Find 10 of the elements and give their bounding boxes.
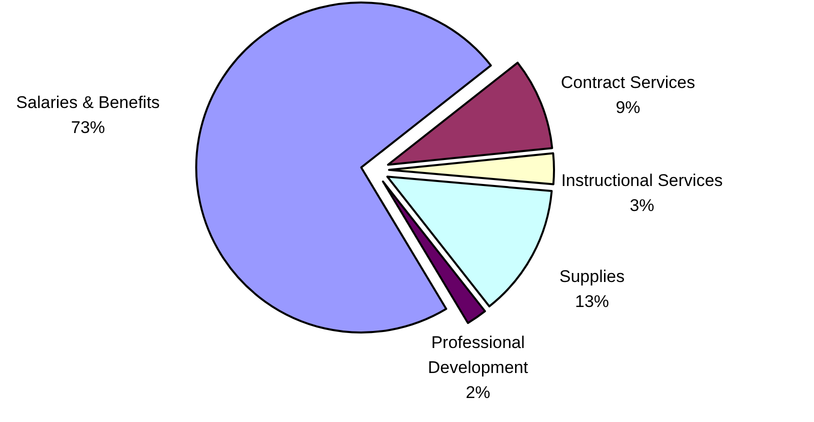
data-label: 2% <box>466 383 490 402</box>
slice-label: Instructional Services <box>561 171 723 190</box>
slice-label: Professional Development <box>428 333 528 377</box>
data-label: 3% <box>630 196 654 215</box>
data-label: 13% <box>574 292 610 311</box>
data-label: 9% <box>616 98 640 117</box>
data-label: 73% <box>70 118 106 137</box>
slice-label: Supplies <box>559 267 625 286</box>
slice-label: Contract Services <box>560 73 696 92</box>
slice-label: Salaries & Benefits <box>16 93 160 112</box>
